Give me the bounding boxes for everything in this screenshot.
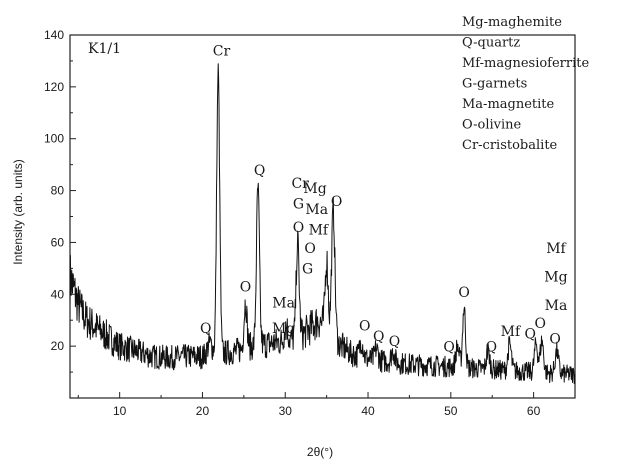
peak-label: Q (525, 326, 536, 342)
peak-label: Ma (305, 202, 328, 218)
xrd-pattern-line (69, 63, 576, 384)
peak-label: Cr (291, 176, 309, 192)
legend-entry: Q-quartz (462, 36, 520, 51)
y-axis: 20 40 60 80 100 120 140 (44, 28, 76, 373)
x-tick-label: 60 (527, 404, 541, 418)
peak-label: O (458, 285, 469, 301)
peak-label: G (293, 197, 304, 213)
x-axis: 10 20 30 40 50 60 (77, 392, 541, 418)
legend-entry: Mf-magnesioferrite (462, 56, 589, 71)
x-tick-label: 30 (279, 404, 293, 418)
series-group (69, 63, 576, 384)
peak-label: Q (389, 334, 400, 350)
peak-label: Q (443, 339, 454, 355)
x-tick-label: 20 (196, 404, 210, 418)
peak-label: Cr (213, 44, 231, 60)
y-tick-label: 140 (44, 28, 64, 42)
legend-entry: Cr-cristobalite (462, 138, 558, 153)
peak-label: Q (373, 329, 384, 345)
y-axis-title: Intensity (arb. units) (11, 159, 25, 264)
peak-label: Mg (544, 269, 567, 285)
x-tick-label: 50 (444, 404, 458, 418)
legend-entry: Mg-maghemite (462, 15, 562, 30)
y-tick-label: 40 (51, 287, 65, 301)
peak-label: Ma (272, 295, 295, 311)
peak-label: Mf (309, 223, 330, 239)
legend-entry: Ma-magnetite (462, 97, 555, 112)
x-axis-title: 2θ(°) (307, 445, 333, 459)
peak-label: O (359, 319, 370, 335)
peak-label: O (293, 220, 304, 236)
y-tick-label: 100 (44, 132, 64, 146)
peak-label: Ma (545, 298, 568, 314)
peak-label: O (304, 241, 315, 257)
y-tick-label: 80 (51, 184, 65, 198)
peak-label: O (549, 332, 560, 348)
legend-entry: O-olivine (462, 118, 522, 133)
peak-label: Q (200, 321, 211, 337)
peak-label: Mg (303, 181, 326, 197)
peak-label: Q (486, 339, 497, 355)
y-tick-label: 20 (51, 339, 65, 353)
x-tick-label: 40 (361, 404, 375, 418)
peak-label: Q (254, 163, 265, 179)
y-tick-label: 120 (44, 80, 64, 94)
peak-label: O (240, 280, 251, 296)
sample-label: K1/1 (88, 41, 121, 57)
peak-label: Mg (272, 321, 295, 337)
legend-entry: G-garnets (462, 77, 527, 92)
peak-label: Mf (501, 324, 522, 340)
x-tick-label: 10 (113, 404, 127, 418)
peak-label: O (534, 316, 545, 332)
peak-label: O (331, 194, 342, 210)
y-tick-label: 60 (51, 235, 65, 249)
peak-label: Mf (546, 241, 567, 257)
peak-label: G (302, 262, 313, 278)
legend: Mg-maghemite Q-quartz Mf-magnesioferrite G-… (462, 15, 589, 153)
